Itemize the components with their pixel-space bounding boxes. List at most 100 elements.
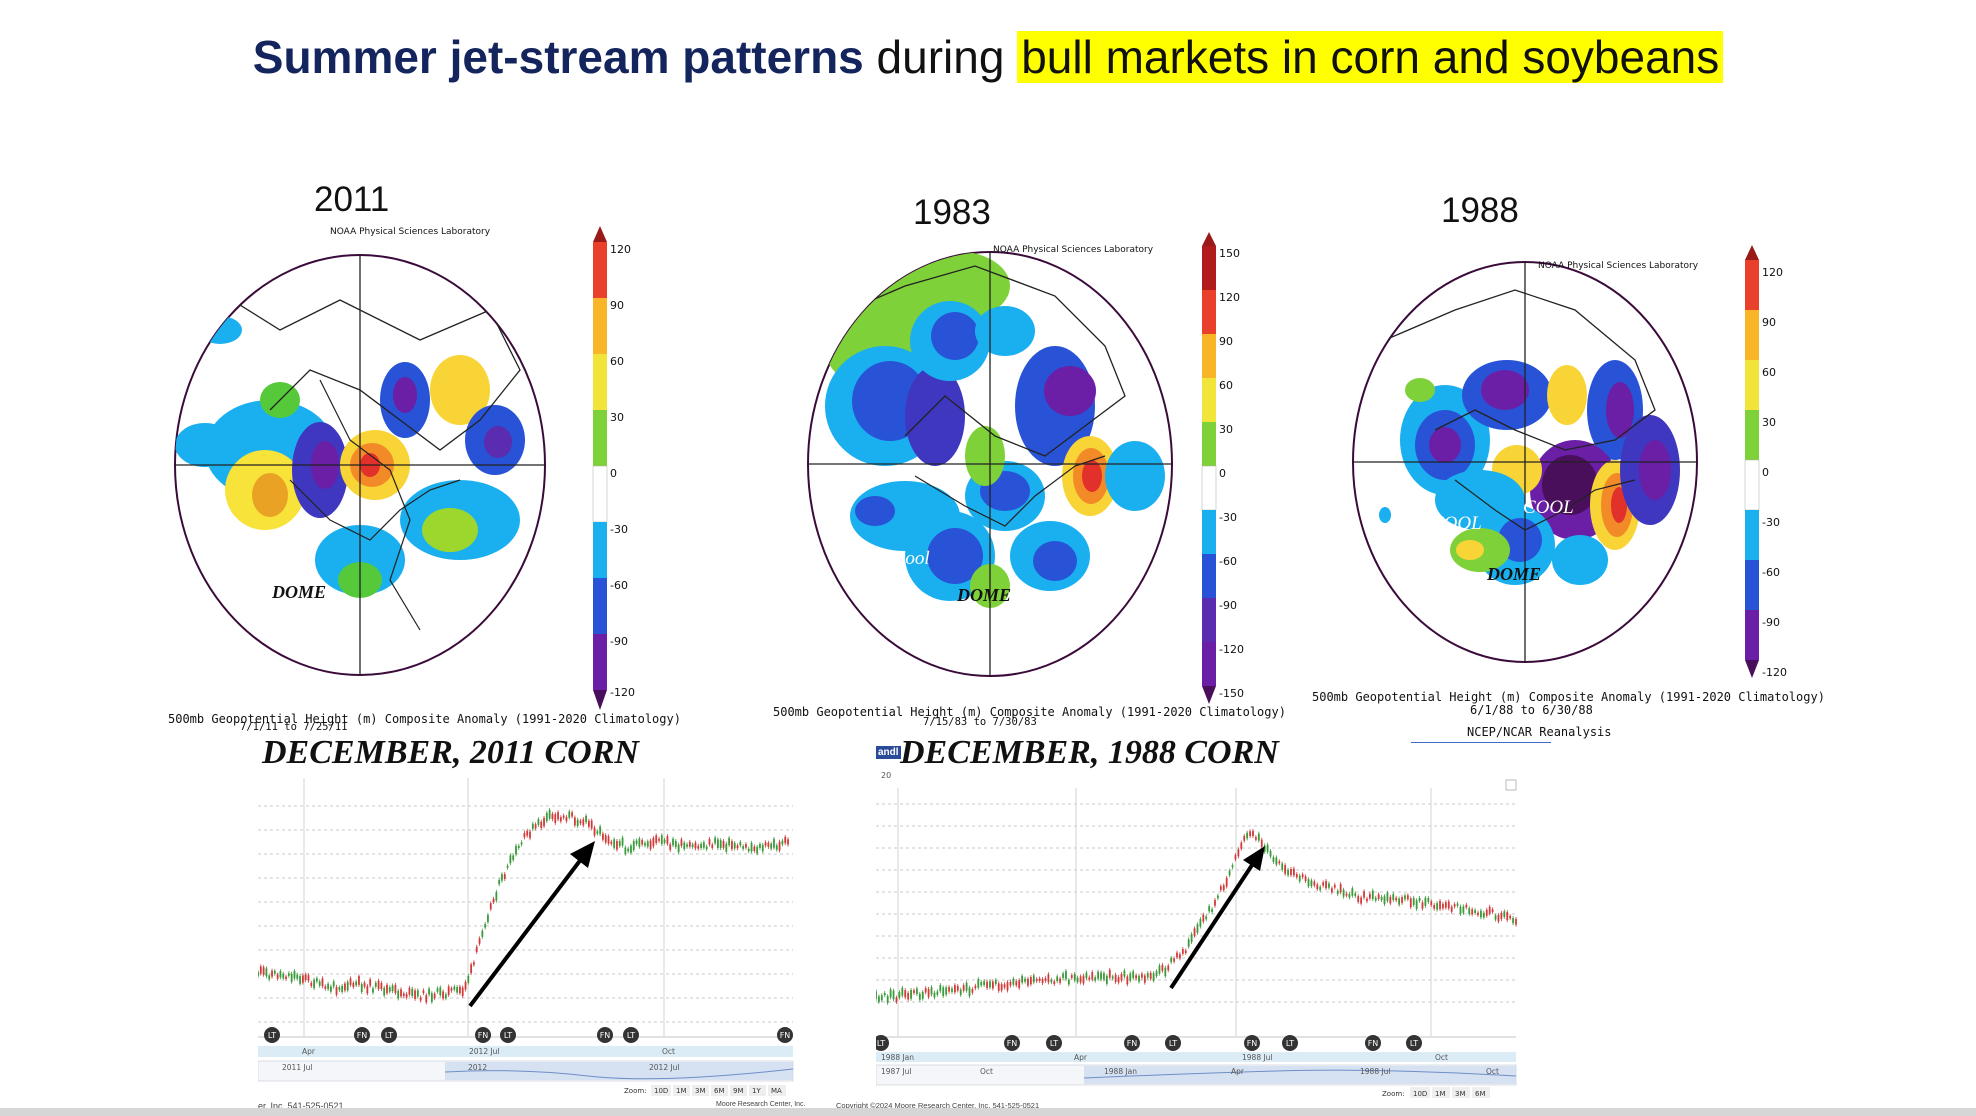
candle-body	[579, 820, 582, 824]
candle-body	[1228, 870, 1231, 876]
event-marker[interactable]	[623, 1027, 639, 1043]
zoom-button[interactable]	[1472, 1087, 1490, 1098]
candle-body	[918, 993, 921, 1000]
candle-body	[453, 986, 456, 990]
zoom-button[interactable]	[1410, 1087, 1430, 1098]
candle-body	[708, 839, 711, 845]
candle-body	[1029, 976, 1032, 985]
candle-body	[913, 990, 915, 993]
event-marker[interactable]	[1406, 1035, 1422, 1051]
zoom-option: 10D	[654, 1087, 668, 1095]
event-marker[interactable]	[500, 1027, 516, 1043]
candle-body	[742, 846, 745, 849]
candle-body	[1436, 903, 1438, 910]
candle-body	[705, 846, 708, 850]
candle-body	[700, 843, 702, 848]
axis-label: 1988 Jul	[1242, 1053, 1273, 1062]
candle-body	[739, 841, 742, 846]
candle-body	[986, 981, 988, 988]
event-marker[interactable]	[475, 1027, 491, 1043]
zoom-button[interactable]	[749, 1085, 766, 1096]
chart-1988-tab-tag[interactable]: andl	[876, 746, 901, 759]
candle-body	[545, 812, 548, 822]
candle-body	[573, 817, 576, 826]
zoom-button[interactable]	[768, 1085, 786, 1096]
event-marker[interactable]	[1365, 1035, 1381, 1051]
zoom-button[interactable]	[1452, 1087, 1470, 1098]
candle-body	[778, 841, 781, 851]
zoom-button[interactable]	[711, 1085, 728, 1096]
candle-body	[1281, 863, 1284, 870]
event-marker[interactable]	[1244, 1035, 1260, 1051]
candle-body	[271, 970, 273, 977]
candle-body	[285, 976, 287, 980]
event-marker[interactable]	[264, 1027, 280, 1043]
scale-tick: -120	[610, 686, 635, 699]
candle-body	[731, 841, 733, 850]
event-marker[interactable]	[354, 1027, 370, 1043]
navigator-label: Oct	[980, 1067, 993, 1076]
candle-body	[559, 817, 562, 822]
candle-body	[781, 840, 784, 845]
candle-body	[942, 987, 945, 997]
map-1988-cool-label-west: COOL	[1431, 513, 1482, 534]
candle-body	[363, 982, 366, 987]
candle-body	[1179, 954, 1181, 959]
candle-body	[1389, 896, 1392, 904]
candle-body	[1149, 972, 1152, 979]
scale-tick: -90	[610, 635, 628, 648]
candle-body	[1292, 868, 1295, 876]
candle-body	[548, 809, 551, 819]
zoom-button[interactable]	[673, 1085, 690, 1096]
candle-body	[1345, 893, 1348, 896]
candle-body	[756, 846, 759, 854]
map-1988-dates: 6/1/88 to 6/30/88	[1470, 703, 1593, 717]
chart-2011-footer-right: Moore Research Center, Inc.	[716, 1101, 806, 1108]
candle-body	[1313, 881, 1316, 886]
candle-body	[1003, 984, 1006, 988]
candle-body	[551, 813, 554, 820]
event-marker[interactable]	[1282, 1035, 1298, 1051]
event-marker[interactable]	[1046, 1035, 1062, 1051]
candle-body	[428, 988, 430, 995]
candle-body	[1430, 901, 1433, 906]
candle-body	[1114, 974, 1117, 982]
event-marker-label: FN	[1368, 1039, 1379, 1048]
candle-body	[1088, 977, 1091, 980]
event-marker[interactable]	[777, 1027, 793, 1043]
candle-body	[722, 841, 725, 848]
candle-body	[1056, 976, 1059, 982]
event-marker[interactable]	[381, 1027, 397, 1043]
candle-body	[1237, 849, 1240, 857]
candle-body	[338, 987, 341, 990]
navigator-label: 1988 Jul	[1360, 1067, 1391, 1076]
candle-body	[945, 987, 948, 995]
scale-tick: -90	[1219, 599, 1237, 612]
candle-body	[1050, 979, 1053, 983]
navigator-window[interactable]	[1084, 1066, 1516, 1084]
candle-body	[526, 830, 529, 836]
zoom-button[interactable]	[1432, 1087, 1450, 1098]
candle-body	[327, 983, 330, 990]
event-marker[interactable]	[597, 1027, 613, 1043]
candle-body	[1167, 965, 1170, 971]
candle-body	[587, 820, 590, 827]
candle-body	[1065, 970, 1067, 980]
candle-body	[962, 985, 965, 991]
candle-body	[1111, 976, 1114, 979]
candle-body	[1082, 975, 1085, 984]
zoom-button[interactable]	[692, 1085, 709, 1096]
scale-tick: 60	[1219, 379, 1233, 392]
event-marker[interactable]	[1124, 1035, 1140, 1051]
candle-body	[299, 976, 301, 984]
event-marker[interactable]	[1004, 1035, 1020, 1051]
candle-body	[498, 880, 501, 885]
event-marker[interactable]	[876, 1035, 889, 1051]
candle-body	[613, 839, 616, 848]
zoom-button[interactable]	[730, 1085, 747, 1096]
candle-body	[750, 842, 753, 852]
zoom-button[interactable]	[651, 1085, 671, 1096]
candle-body	[697, 845, 700, 849]
navigator-window[interactable]	[445, 1062, 793, 1080]
event-marker[interactable]	[1165, 1035, 1181, 1051]
